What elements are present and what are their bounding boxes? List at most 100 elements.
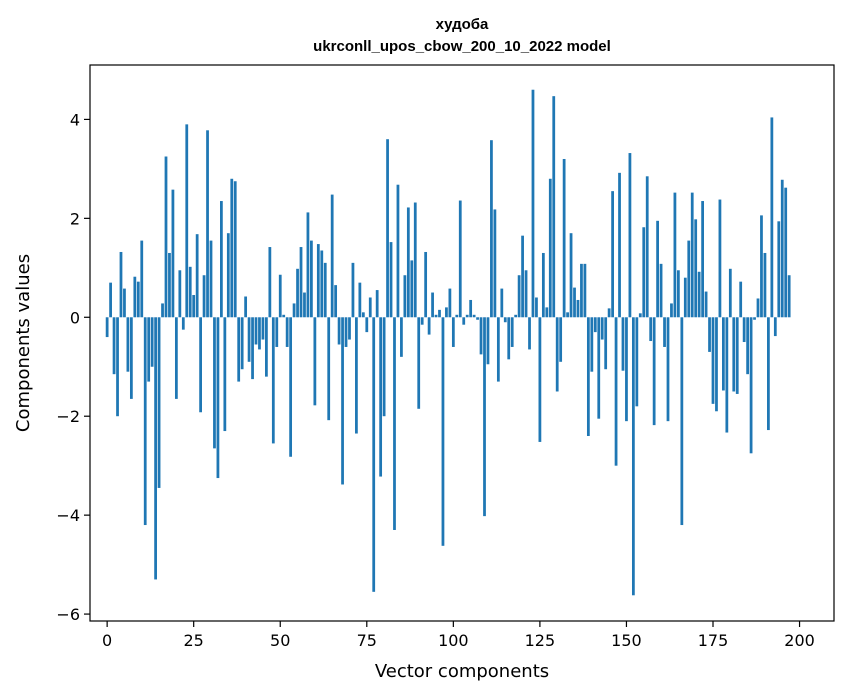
bar-component-116 <box>507 317 511 360</box>
bar-component-50 <box>278 274 282 318</box>
bar-component-29 <box>206 130 209 318</box>
bar-component-137 <box>580 263 583 318</box>
bar-component-166 <box>680 317 684 526</box>
bar-component-173 <box>704 291 708 318</box>
bar-component-67 <box>337 317 341 345</box>
bar-component-41 <box>247 317 251 362</box>
bar-component-8 <box>133 276 137 318</box>
bar-component-40 <box>244 296 248 318</box>
bar-component-66 <box>334 285 338 318</box>
bar-component-149 <box>621 317 625 371</box>
bar-component-90 <box>417 317 421 409</box>
y-axis-label: Components values <box>13 254 34 432</box>
bar-component-26 <box>195 234 199 318</box>
bar-component-9 <box>136 281 140 318</box>
bar-component-14 <box>154 317 157 580</box>
bar-component-28 <box>202 275 206 318</box>
bar-component-58 <box>306 212 310 318</box>
bar-component-182 <box>735 317 739 394</box>
bar-component-108 <box>479 317 483 355</box>
bar-component-160 <box>659 263 663 318</box>
bar-component-18 <box>168 252 171 318</box>
bar-component-23 <box>185 124 189 318</box>
bar-component-158 <box>652 317 656 426</box>
bar-component-179 <box>725 317 729 433</box>
bar-component-115 <box>503 317 507 323</box>
bar-component-88 <box>410 260 414 318</box>
bar-component-124 <box>535 297 538 318</box>
bar-component-109 <box>483 317 486 517</box>
bar-component-71 <box>351 262 355 318</box>
bar-component-34 <box>223 317 227 432</box>
bar-component-112 <box>493 209 497 318</box>
y-tick-label: −4 <box>56 506 80 525</box>
bar-component-5 <box>123 288 126 318</box>
bar-component-151 <box>628 153 632 318</box>
bar-component-147 <box>614 317 618 466</box>
bar-component-54 <box>292 303 296 318</box>
bar-component-178 <box>722 317 725 391</box>
x-tick-label: 200 <box>784 631 815 650</box>
bar-component-65 <box>330 194 334 318</box>
bar-component-0 <box>105 317 109 338</box>
bars-group <box>105 89 791 596</box>
bar-component-100 <box>451 317 455 347</box>
bar-component-155 <box>642 227 646 318</box>
bar-component-129 <box>552 96 556 318</box>
bar-component-16 <box>161 303 164 318</box>
bar-component-2 <box>112 317 116 375</box>
bar-component-170 <box>694 219 698 318</box>
bar-component-188 <box>756 298 760 318</box>
bar-component-164 <box>673 192 677 318</box>
x-axis-label: Vector components <box>375 661 549 682</box>
bar-component-145 <box>607 308 611 318</box>
bar-component-169 <box>690 192 694 318</box>
bar-component-189 <box>760 215 763 318</box>
bar-component-181 <box>732 317 736 392</box>
bar-component-75 <box>365 317 369 333</box>
bar-component-103 <box>462 317 466 325</box>
bar-component-84 <box>396 184 400 318</box>
bar-component-31 <box>213 317 216 449</box>
bar-component-183 <box>739 281 743 318</box>
y-axis-ticks: −6 −4 −2 0 2 4 <box>56 110 90 624</box>
bar-component-11 <box>143 317 147 526</box>
bar-component-51 <box>282 314 286 318</box>
bar-component-49 <box>275 317 279 347</box>
bar-component-68 <box>341 317 344 485</box>
bar-component-17 <box>164 156 168 318</box>
bar-component-80 <box>382 317 386 417</box>
bar-component-122 <box>528 317 531 350</box>
bar-component-21 <box>178 270 182 318</box>
bar-component-73 <box>358 282 362 318</box>
bar-component-44 <box>258 317 261 350</box>
x-tick-label: 25 <box>184 631 204 650</box>
bar-component-53 <box>289 317 293 457</box>
bar-component-55 <box>296 268 299 318</box>
bar-component-144 <box>604 317 608 370</box>
x-tick-label: 75 <box>357 631 377 650</box>
bar-component-127 <box>545 307 549 318</box>
x-tick-label: 100 <box>438 631 469 650</box>
bar-component-196 <box>784 187 788 318</box>
bar-component-59 <box>310 240 313 318</box>
bar-component-62 <box>320 250 324 318</box>
bar-component-167 <box>683 277 687 318</box>
bar-component-157 <box>649 317 653 342</box>
bar-component-125 <box>538 317 542 442</box>
bar-component-74 <box>361 312 365 318</box>
bar-component-48 <box>271 317 275 444</box>
bar-component-163 <box>670 303 673 318</box>
bar-component-102 <box>458 200 462 318</box>
bar-component-184 <box>742 317 746 343</box>
bar-component-78 <box>375 290 379 318</box>
bar-component-47 <box>268 247 272 318</box>
bar-component-180 <box>728 268 732 318</box>
x-tick-label: 50 <box>270 631 290 650</box>
bar-component-111 <box>490 140 493 318</box>
bar-component-140 <box>590 317 594 372</box>
bar-component-24 <box>188 266 192 318</box>
bar-component-105 <box>469 299 473 318</box>
bar-component-191 <box>767 317 770 431</box>
chart-title-line-1: худоба <box>436 16 489 33</box>
